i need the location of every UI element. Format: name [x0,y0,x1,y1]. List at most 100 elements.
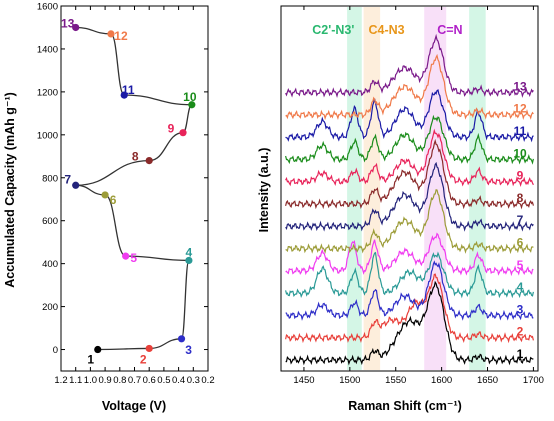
capacity-point-label-7: 7 [64,172,71,186]
spectrum-2 [285,273,534,344]
capacity-point-11 [120,91,128,99]
spectrum-label-2: 2 [517,325,524,339]
spectrum-3 [285,260,534,321]
right-x-tick-label: 1450 [293,375,314,386]
left-y-tick-label: 1400 [37,44,58,55]
band-label-2: C=N [437,23,462,37]
capacity-point-label-6: 6 [110,193,117,207]
spectrum-9 [285,128,534,188]
left-y-tick-label: 1000 [37,130,58,141]
left-x-tick-label: 0.5 [157,375,170,386]
spectrum-4 [285,251,534,299]
capacity-point-10 [188,101,196,109]
right-x-axis-label: Raman Shift (cm⁻¹) [348,399,462,413]
capacity-point-label-13: 13 [61,16,75,30]
band-label-1: C4-N3 [368,23,404,37]
capacity-point-label-9: 9 [168,122,175,136]
spectrum-11 [285,89,534,143]
spectrum-label-8: 8 [517,191,524,205]
spectrum-12 [285,53,534,121]
left-x-tick-label: 0.8 [113,375,126,386]
capacity-point-7 [72,181,80,189]
left-y-tick-label: 1200 [37,87,58,98]
left-y-axis-label: Accumulated Capacity (mAh g⁻¹) [3,92,17,288]
left-x-axis-label: Voltage (V) [102,399,166,413]
capacity-point-4 [185,256,193,265]
highlight-band-1 [363,7,381,370]
right-axis-ticks: 1450 1500 1550 1600 1650 1700 [293,6,544,386]
spectrum-1 [285,280,534,366]
capacity-voltage-panel: 1.2 1.1 1.0 0.9 0.8 0.7 0.6 0.5 0.4 0.3 0.2 0 200 400… [3,2,215,414]
capacity-point-8 [145,156,153,165]
capacity-point-2 [145,344,153,353]
left-axis-ticks: 1.2 1.1 1.0 0.9 0.8 0.7 0.6 0.5 0.4 0.3 0.2 0 200 400… [37,2,215,387]
spectrum-label-4: 4 [517,280,524,294]
left-x-tick-label: 1.0 [84,375,97,386]
left-y-tick-label: 200 [42,302,58,313]
spectrum-6 [285,189,534,255]
capacity-point-label-4: 4 [186,245,193,259]
capacity-point-3 [177,335,186,343]
capacity-point-label-5: 5 [130,251,137,265]
spectrum-label-12: 12 [513,102,527,116]
spectrum-label-11: 11 [514,124,527,138]
capacity-point-9 [179,129,187,137]
capacity-point-label-12: 12 [114,29,128,43]
right-x-tick-label: 1600 [431,375,452,386]
left-y-tick-label: 1600 [37,2,58,13]
left-x-tick-label: 1.2 [54,375,67,386]
raman-panel: 1450 1500 1550 1600 1650 1700 C2'-N3' C4-N3 C=N… [257,5,544,413]
raman-spectra [285,33,534,366]
right-x-tick-label: 1700 [523,375,544,386]
spectrum-label-9: 9 [517,169,524,183]
left-x-tick-label: 0.4 [172,375,185,386]
left-x-tick-label: 0.2 [201,375,214,386]
capacity-point-label-2: 2 [140,352,147,366]
right-y-axis-label: Intensity (a.u.) [257,148,271,233]
left-x-tick-label: 0.3 [187,375,200,386]
spectrum-13 [285,33,534,99]
capacity-point-label-10: 10 [183,90,197,104]
left-y-tick-label: 0 [53,345,58,356]
capacity-point-12 [107,30,115,38]
capacity-point-13 [72,23,80,32]
spectrum-5 [285,232,534,277]
capacity-point-label-1: 1 [87,353,94,367]
right-x-tick-label: 1550 [385,375,406,386]
spectrum-label-6: 6 [517,236,524,250]
spectrum-7 [285,161,534,232]
left-y-tick-label: 600 [42,216,58,227]
spectrum-label-7: 7 [517,213,524,227]
spectrum-10 [285,114,534,165]
capacity-point-label-11: 11 [122,83,135,97]
spectrum-label-5: 5 [517,258,524,272]
left-plot-frame [60,5,209,372]
capacity-point-label-8: 8 [132,150,139,164]
left-y-tick-label: 400 [42,259,58,270]
capacity-point-5 [122,252,130,260]
highlight-bands [347,7,486,370]
left-x-tick-label: 0.9 [98,375,111,386]
right-x-tick-label: 1500 [339,375,360,386]
band-labels: C2'-N3' C4-N3 C=N [312,23,462,37]
band-label-0: C2'-N3' [312,23,354,37]
capacity-point-6 [101,191,109,199]
spectrum-label-3: 3 [517,302,524,316]
spectrum-8 [285,138,534,210]
capacity-point-label-3: 3 [185,343,192,357]
spectrum-label-13: 13 [513,79,527,93]
highlight-band-3 [469,7,486,370]
capacity-curve [75,26,193,351]
capacity-point-1 [94,345,102,354]
spectrum-label-10: 10 [513,146,527,160]
right-plot-frame [280,5,539,372]
right-x-tick-label: 1650 [477,375,498,386]
spectrum-label-1: 1 [517,347,524,361]
left-x-tick-label: 1.1 [69,375,82,386]
left-x-tick-label: 0.6 [143,375,156,386]
left-x-tick-label: 0.7 [128,375,141,386]
left-y-tick-label: 800 [42,173,58,184]
